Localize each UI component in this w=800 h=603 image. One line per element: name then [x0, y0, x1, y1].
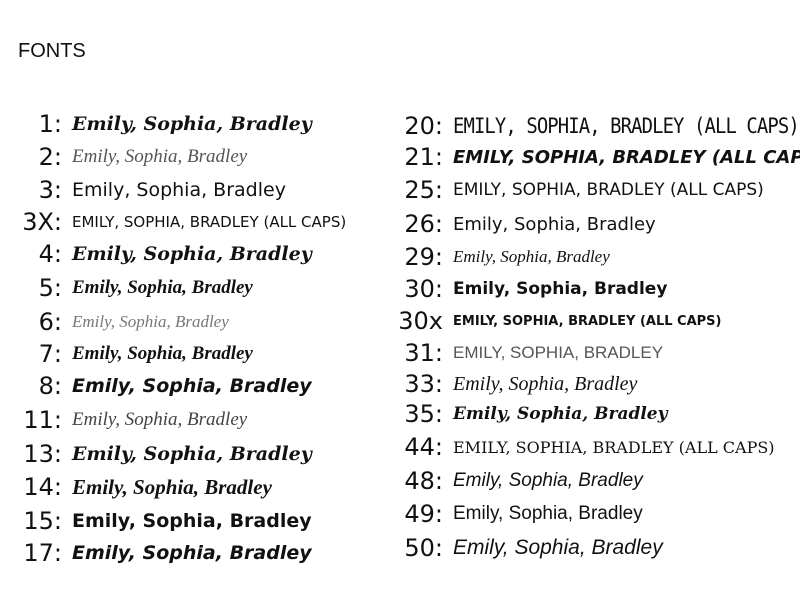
font-number-label: 29: — [404, 243, 443, 271]
font-sample-text: Emily, Sophia, Bradley — [453, 279, 668, 299]
font-sample-text: Emily, Sophia, Bradley — [72, 542, 312, 564]
font-sample-row: 3: Emily, Sophia, Bradley — [0, 175, 286, 205]
font-number-label: 26: — [404, 210, 443, 238]
font-number-label: 2: — [38, 143, 62, 171]
font-number-label: 5: — [38, 274, 62, 302]
font-sample-text: Emily, Sophia, Bradley — [72, 146, 248, 167]
font-number-label: 21: — [404, 143, 443, 171]
font-number-label: 11: — [23, 406, 62, 434]
font-sample-text: Emily, Sophia, Bradley — [453, 470, 643, 491]
font-sample-text: Emily, Sophia, Bradley — [72, 179, 286, 201]
page-title: FONTS — [18, 40, 86, 62]
font-sample-row: 1: Emily, Sophia, Bradley — [0, 109, 312, 139]
font-number-label: 20: — [404, 112, 443, 140]
font-sample-text: EMILY, SOPHIA, BRADLEY (ALL CAPS) — [453, 180, 764, 200]
font-sample-row: 3X: EMILY, SOPHIA, BRADLEY (ALL CAPS) — [0, 207, 346, 237]
font-number-label: 6: — [38, 308, 62, 336]
font-number-label: 3: — [38, 176, 62, 204]
font-number-label: 44: — [404, 433, 443, 461]
font-sample-text: Emily, Sophia, Bradley — [72, 443, 312, 465]
font-number-label: 15: — [23, 507, 62, 535]
font-sample-text: Emily, Sophia, Bradley — [453, 536, 663, 559]
font-sample-row: 44: EMILY, SOPHIA, BRADLEY (ALL CAPS) — [0, 432, 775, 462]
font-sample-row: 26: Emily, Sophia, Bradley — [0, 209, 656, 239]
font-number-label: 48: — [404, 467, 443, 495]
font-number-label: 35: — [404, 400, 443, 428]
font-sample-text: Emily, Sophia, Bradley — [72, 312, 229, 331]
font-sample-text: Emily, Sophia, Bradley — [72, 113, 312, 135]
font-sample-row: 5: Emily, Sophia, Bradley — [0, 273, 253, 303]
font-number-label: 49: — [404, 500, 443, 528]
font-sample-row: 7: Emily, Sophia, Bradley — [0, 339, 253, 369]
font-sample-text: Emily, Sophia, Bradley — [72, 343, 253, 364]
font-sample-text: EMILY, SOPHIA, BRADLEY (ALL CAPS) — [453, 313, 722, 329]
font-number-label: 17: — [23, 539, 62, 567]
font-number-label: 30x — [398, 307, 443, 335]
font-sample-text: EMILY, SOPHIA, BRADLEY (ALL CAPS) — [453, 146, 800, 168]
font-number-label: 14: — [23, 473, 62, 501]
font-sample-row: 31: EMILY, SOPHIA, BRADLEY — [0, 338, 663, 368]
font-sample-text: EMILY, SOPHIA, BRADLEY — [453, 343, 664, 362]
font-sample-row: 4: Emily, Sophia, Bradley — [0, 239, 312, 269]
font-number-label: 1: — [38, 110, 62, 138]
font-sample-row: 20: EMILY, SOPHIA, BRADLEY (ALL CAPS) — [0, 111, 800, 141]
font-number-label: 50: — [404, 534, 443, 562]
font-sample-text: Emily, Sophia, Bradley — [453, 247, 610, 266]
font-sample-row: 30: Emily, Sophia, Bradley — [0, 274, 667, 304]
font-sample-row: 13: Emily, Sophia, Bradley — [0, 439, 312, 469]
font-sample-text: Emily, Sophia, Bradley — [453, 404, 668, 424]
font-sample-text: Emily, Sophia, Bradley — [72, 243, 312, 265]
font-sample-text: Emily, Sophia, Bradley — [72, 510, 312, 532]
font-sample-text: EMILY, SOPHIA, BRADLEY (ALL CAPS) — [453, 114, 800, 138]
font-number-label: 25: — [404, 176, 443, 204]
font-number-label: 31: — [404, 339, 443, 367]
font-sample-text: Emily, Sophia, Bradley — [72, 375, 312, 397]
font-number-label: 7: — [38, 340, 62, 368]
font-number-label: 30: — [404, 275, 443, 303]
font-sample-row: 48: Emily, Sophia, Bradley — [0, 466, 643, 496]
font-sample-row: 25: EMILY, SOPHIA, BRADLEY (ALL CAPS) — [0, 175, 764, 205]
font-sample-row: 21: EMILY, SOPHIA, BRADLEY (ALL CAPS) — [0, 142, 800, 172]
font-sample-text: Emily, Sophia, Bradley — [72, 409, 248, 430]
font-sample-row: 49: Emily, Sophia, Bradley — [0, 499, 643, 529]
font-sample-row: 8: Emily, Sophia, Bradley — [0, 371, 312, 401]
font-sample-text: Emily, Sophia, Bradley — [453, 503, 643, 524]
font-sample-text: EMILY, SOPHIA, BRADLEY (ALL CAPS) — [453, 437, 775, 457]
font-sample-row: 15: Emily, Sophia, Bradley — [0, 506, 312, 536]
font-sample-row: 35: Emily, Sophia, Bradley — [0, 399, 668, 429]
font-sample-row: 50: Emily, Sophia, Bradley — [0, 533, 663, 563]
font-sample-row: 14: Emily, Sophia, Bradley — [0, 472, 272, 502]
font-sample-text: Emily, Sophia, Bradley — [453, 372, 638, 395]
font-number-label: 3X: — [22, 208, 62, 236]
font-sample-text: EMILY, SOPHIA, BRADLEY (ALL CAPS) — [72, 213, 347, 231]
font-sample-row: 11: Emily, Sophia, Bradley — [0, 405, 247, 435]
font-number-label: 33: — [404, 370, 443, 398]
font-sample-text: Emily, Sophia, Bradley — [453, 213, 656, 235]
font-sample-row: 2: Emily, Sophia, Bradley — [0, 142, 248, 172]
font-sample-row: 30x EMILY, SOPHIA, BRADLEY (ALL CAPS) — [0, 306, 721, 336]
font-sample-row: 33: Emily, Sophia, Bradley — [0, 369, 637, 399]
font-sample-text: Emily, Sophia, Bradley — [72, 474, 272, 499]
font-sample-text: Emily, Sophia, Bradley — [72, 277, 253, 298]
font-sample-row: 6: Emily, Sophia, Bradley — [0, 307, 229, 337]
font-number-label: 4: — [38, 240, 62, 268]
font-sample-row: 29: Emily, Sophia, Bradley — [0, 242, 610, 272]
font-number-label: 13: — [23, 440, 62, 468]
font-number-label: 8: — [38, 372, 62, 400]
font-sample-row: 17: Emily, Sophia, Bradley — [0, 538, 312, 568]
